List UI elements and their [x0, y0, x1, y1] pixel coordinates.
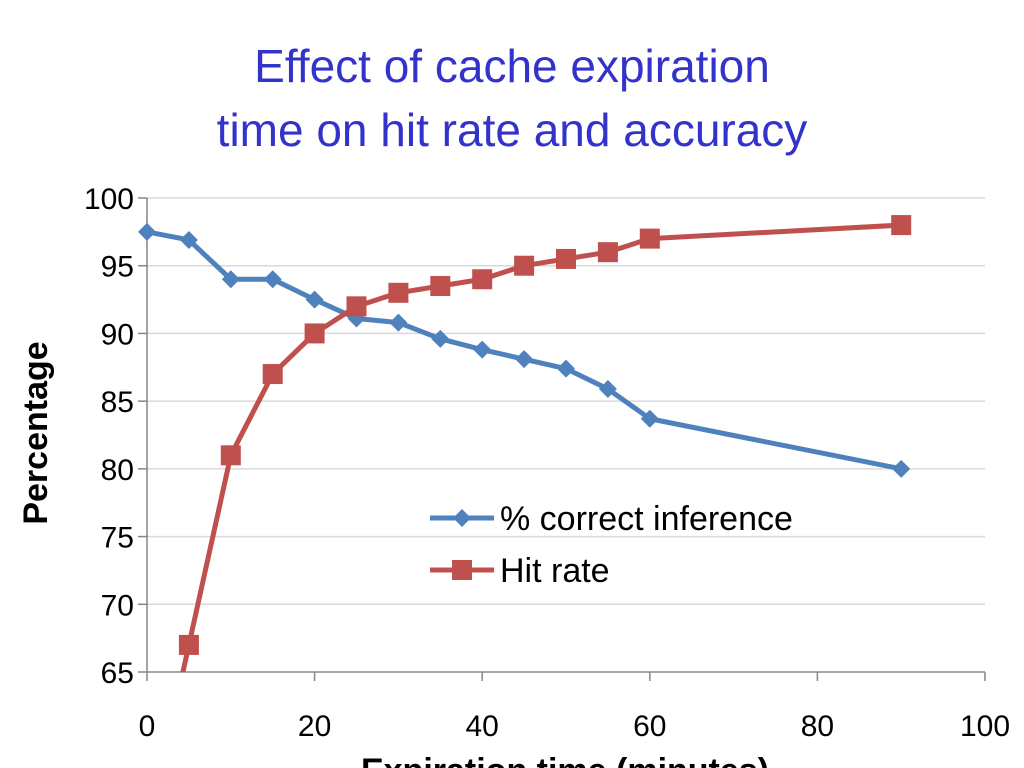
- data-point-s1-4: [346, 296, 367, 317]
- x-tick-label-40: 40: [466, 710, 499, 743]
- data-point-s1-9: [556, 248, 576, 269]
- legend-label-0: % correct inference: [500, 500, 793, 538]
- x-tick-label-100: 100: [960, 710, 1010, 743]
- data-markers: [138, 215, 912, 655]
- x-axis-label: Expiration time (minutes): [361, 752, 769, 768]
- x-tick-label-80: 80: [801, 710, 834, 743]
- data-point-s0-13: [892, 459, 911, 478]
- data-point-s1-1: [220, 445, 241, 466]
- legend-marker-1: [452, 560, 472, 580]
- y-tick-label-65: 65: [101, 657, 134, 690]
- x-tick-label-60: 60: [633, 710, 666, 743]
- data-point-s0-8: [473, 340, 492, 359]
- x-tick-label-20: 20: [298, 710, 331, 743]
- data-point-s0-11: [598, 379, 617, 398]
- data-point-s0-9: [515, 350, 534, 369]
- x-tick-label-0: 0: [139, 710, 156, 743]
- data-point-s0-12: [640, 409, 659, 428]
- data-point-s1-2: [262, 364, 283, 385]
- series-line-1: [180, 222, 902, 672]
- gridlines: [147, 197, 985, 606]
- data-point-s1-10: [597, 242, 618, 263]
- y-tick-label-100: 100: [84, 183, 134, 216]
- data-point-s0-4: [305, 290, 324, 309]
- chart-title-line-1: Effect of cache expiration: [254, 40, 770, 92]
- data-point-s1-12: [891, 215, 912, 236]
- legend: % correct inference Hit rate: [430, 500, 793, 590]
- data-point-s1-11: [639, 228, 660, 249]
- data-point-s0-1: [179, 230, 198, 249]
- data-series: [147, 222, 902, 672]
- data-point-s1-5: [388, 282, 409, 303]
- axes: [138, 197, 986, 681]
- data-point-s0-3: [263, 270, 282, 289]
- data-point-s1-8: [514, 255, 535, 276]
- y-axis-label: Percentage: [17, 341, 55, 524]
- y-tick-label-75: 75: [101, 522, 134, 555]
- y-tick-label-70: 70: [101, 589, 134, 622]
- data-point-s0-6: [389, 313, 408, 332]
- y-tick-label-85: 85: [101, 386, 134, 419]
- data-point-s1-0: [178, 634, 199, 655]
- data-point-s0-10: [557, 359, 575, 378]
- legend-marker-0: [453, 509, 471, 527]
- chart-title-line-2: time on hit rate and accuracy: [216, 104, 808, 156]
- legend-label-1: Hit rate: [500, 552, 610, 590]
- y-tick-label-95: 95: [101, 251, 134, 284]
- data-point-s0-2: [221, 270, 240, 289]
- data-point-s0-7: [431, 329, 450, 348]
- data-point-s1-6: [430, 276, 451, 297]
- data-point-s1-3: [304, 323, 325, 344]
- chart-title: Effect of cache expiration time on hit r…: [0, 34, 1024, 162]
- y-tick-label-90: 90: [101, 318, 134, 351]
- data-point-s1-7: [472, 269, 493, 290]
- y-tick-labels: 65 70 75 80 85 90 95 100: [84, 183, 134, 690]
- data-point-s0-0: [138, 222, 156, 241]
- x-tick-labels: 0 20 40 60 80 100: [139, 710, 1010, 743]
- y-tick-label-80: 80: [101, 454, 134, 487]
